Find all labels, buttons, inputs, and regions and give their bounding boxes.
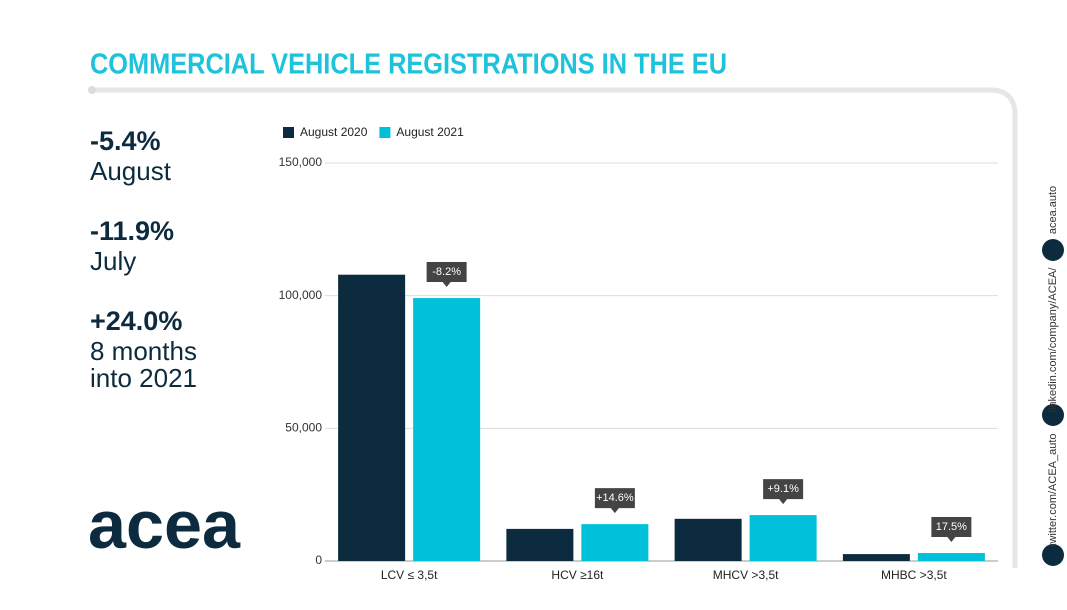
y-tick-label: 0: [315, 553, 322, 567]
legend-swatch: [283, 127, 294, 138]
annotation-box: [931, 517, 972, 543]
bar: [842, 554, 910, 561]
frame: [92, 87, 1018, 568]
social-icon: [1042, 239, 1064, 261]
x-tick-label: MHCV >3,5t: [713, 568, 779, 582]
logo: acea: [88, 487, 241, 563]
bar: [413, 298, 481, 561]
stat-label: August: [90, 156, 172, 186]
bar: [581, 524, 649, 561]
stat-value: -11.9%: [90, 216, 174, 246]
annotation-box: [426, 262, 467, 288]
annotation: +14.6%: [596, 492, 634, 504]
stat-label: 8 months: [90, 336, 197, 366]
annotation-box: [594, 488, 635, 514]
frame-dot: [88, 86, 96, 94]
x-tick-label: LCV ≤ 3,5t: [381, 568, 438, 582]
annotation-box: [763, 479, 804, 505]
bar: [749, 515, 817, 561]
social-icon: [1042, 544, 1064, 566]
bar: [917, 553, 985, 561]
annotation: +9.1%: [767, 483, 799, 495]
y-tick-label: 50,000: [285, 421, 322, 435]
social-link: acea.auto: [1047, 186, 1059, 234]
social-link: linkedin.com/company/ACEA/: [1047, 267, 1059, 413]
bar: [338, 274, 406, 561]
social-icon: [1042, 404, 1064, 426]
annotation: 17.5%: [936, 521, 967, 533]
stat-label: July: [90, 246, 136, 276]
legend-label: August 2020: [300, 125, 368, 139]
legend-swatch: [379, 127, 391, 138]
bar: [674, 518, 742, 561]
title: COMMERCIAL VEHICLE REGISTRATIONS IN THE …: [90, 49, 727, 81]
y-tick-label: 100,000: [279, 288, 323, 302]
x-tick-label: MHBC >3,5t: [881, 568, 947, 582]
annotation: -8.2%: [432, 266, 461, 278]
social: acea.auto linkedin.com/company/ACEA/twitt…: [1042, 186, 1064, 566]
social-link: twitter.com/ACEA_auto: [1047, 433, 1059, 546]
stat-value: +24.0%: [90, 306, 182, 336]
y-tick-label: 150,000: [279, 155, 323, 169]
bar: [506, 528, 574, 561]
legend-label: August 2021: [396, 125, 464, 139]
stat-label: into 2021: [90, 363, 197, 393]
x-tick-label: HCV ≥16t: [551, 568, 604, 582]
stat-value: -5.4%: [90, 126, 161, 156]
